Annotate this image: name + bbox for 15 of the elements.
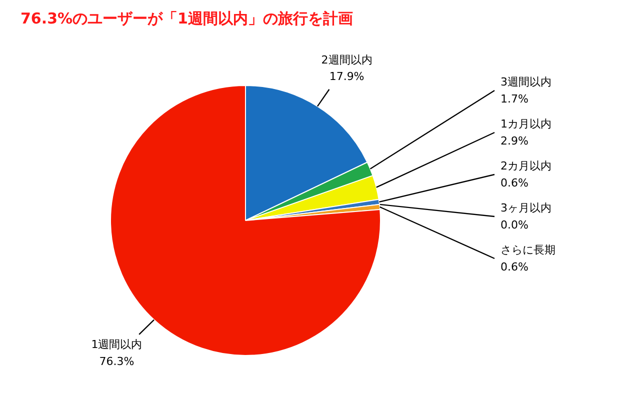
data-label: 1.7% <box>500 92 528 106</box>
text: 0.0% <box>500 218 528 232</box>
data-label: 0.6% <box>500 176 528 190</box>
data-label: 76.3% <box>99 354 134 368</box>
slice-label: 3週間以内 <box>500 76 552 89</box>
slice-label: さらに長期 <box>500 244 556 257</box>
category-label: 3ヶ月以内 <box>500 202 552 215</box>
data-label: 0.6% <box>500 260 528 274</box>
chart-title: 76.3%のユーザーが「1週間以内」の旅行を計画 <box>20 10 353 28</box>
slice-label: 2カ月以内 <box>500 160 552 173</box>
slice-label: 1週間以内 <box>91 338 142 351</box>
slice-label: 1カ月以内 <box>500 118 552 131</box>
slice-label: 2週間以内 <box>321 53 372 66</box>
data-label: 2.9% <box>500 134 528 148</box>
data-label: 17.9% <box>329 70 364 84</box>
